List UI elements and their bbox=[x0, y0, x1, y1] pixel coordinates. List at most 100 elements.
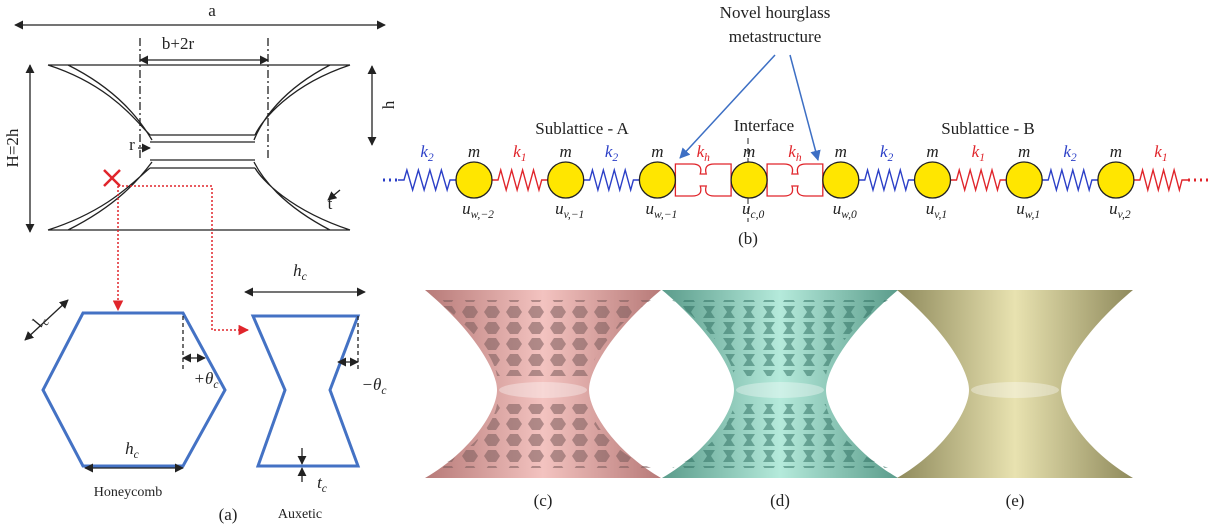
mass bbox=[456, 162, 492, 198]
callout-arrow bbox=[680, 55, 775, 158]
spring bbox=[584, 170, 640, 190]
subscript: 2 bbox=[612, 151, 618, 164]
spring-label: k2 bbox=[1063, 142, 1077, 164]
figure: ab+2rH=2hhrtlchc+θcHoneycombhc−θctcAuxet… bbox=[0, 0, 1219, 525]
subscript: w,0 bbox=[841, 208, 857, 221]
displacement-label: uv,−1 bbox=[555, 199, 584, 221]
subscript: w,−2 bbox=[471, 208, 495, 221]
cell-name: Auxetic bbox=[278, 507, 322, 522]
mass-label: m bbox=[468, 142, 480, 161]
spring bbox=[859, 170, 915, 190]
subscript: h bbox=[796, 151, 802, 164]
displacement-label: uw,−1 bbox=[646, 199, 678, 221]
panel-label: (a) bbox=[219, 505, 238, 524]
spring-label: k1 bbox=[1154, 142, 1167, 164]
render-neck bbox=[499, 382, 587, 398]
dim-label: r bbox=[129, 135, 135, 154]
dim-label: hc bbox=[125, 439, 139, 461]
spring-label: k1 bbox=[972, 142, 985, 164]
subscript: c,0 bbox=[750, 208, 764, 221]
displacement-label: uc,0 bbox=[742, 199, 765, 221]
symbol: u bbox=[833, 199, 842, 218]
subscript: h bbox=[704, 151, 710, 164]
panel-label: (e) bbox=[1006, 491, 1025, 510]
symbol: u bbox=[926, 199, 935, 218]
symbol: u bbox=[742, 199, 751, 218]
region-label: Sublattice - A bbox=[535, 119, 629, 138]
render-neck bbox=[736, 382, 824, 398]
symbol: −θ bbox=[362, 375, 382, 394]
subscript: 2 bbox=[428, 151, 434, 164]
subscript: c bbox=[322, 482, 327, 495]
render-pattern bbox=[672, 404, 888, 468]
spring bbox=[492, 170, 548, 190]
panel-label: (b) bbox=[738, 229, 758, 248]
cut-marker bbox=[104, 170, 120, 186]
link-arrow bbox=[118, 186, 248, 330]
symbol: u bbox=[646, 199, 655, 218]
subscript: 1 bbox=[521, 151, 527, 164]
symbol: u bbox=[555, 199, 564, 218]
dim-label: −θc bbox=[362, 375, 387, 397]
symbol: h bbox=[293, 261, 302, 280]
dim-label: b+2r bbox=[162, 34, 195, 53]
dim-label: t bbox=[328, 194, 333, 213]
spring-label: k2 bbox=[605, 142, 619, 164]
displacement-label: uw,0 bbox=[833, 199, 857, 221]
spring-label: k2 bbox=[880, 142, 894, 164]
dim-label: H=2h bbox=[3, 128, 22, 167]
panel-a-drawing bbox=[15, 25, 385, 482]
callout-text: metastructure bbox=[729, 27, 822, 46]
mass bbox=[823, 162, 859, 198]
render-neck bbox=[971, 382, 1059, 398]
mass bbox=[731, 162, 767, 198]
subscript: v,1 bbox=[934, 208, 947, 221]
subscript: c bbox=[134, 448, 139, 461]
spring-label: kh bbox=[788, 142, 802, 164]
renders bbox=[425, 290, 1133, 478]
subscript: w,−1 bbox=[654, 208, 677, 221]
spring-label: kh bbox=[697, 142, 711, 164]
mass-label: m bbox=[835, 142, 847, 161]
mass bbox=[915, 162, 951, 198]
subscript: 1 bbox=[979, 151, 985, 164]
spring bbox=[398, 170, 456, 190]
symbol: h bbox=[125, 439, 134, 458]
symbol: u bbox=[1109, 199, 1118, 218]
mass-label: m bbox=[1110, 142, 1122, 161]
subscript: w,1 bbox=[1025, 208, 1041, 221]
render-pattern bbox=[672, 300, 888, 376]
region-label: Interface bbox=[734, 116, 794, 135]
cell-name: Honeycomb bbox=[94, 485, 162, 500]
subscript: c bbox=[381, 384, 386, 397]
mass-label: m bbox=[926, 142, 938, 161]
symbol: +θ bbox=[194, 369, 214, 388]
render-pattern bbox=[435, 300, 651, 376]
displacement-label: uv,2 bbox=[1109, 199, 1131, 221]
hourglass-spring bbox=[675, 164, 731, 196]
subscript: c bbox=[213, 378, 218, 391]
panel-label: (c) bbox=[534, 491, 553, 510]
mass bbox=[1006, 162, 1042, 198]
spring bbox=[951, 170, 1007, 190]
callout-text: Novel hourglass bbox=[720, 3, 831, 22]
spring-label: k2 bbox=[420, 142, 434, 164]
mass-label: m bbox=[1018, 142, 1030, 161]
subscript: 1 bbox=[1162, 151, 1168, 164]
dim-label: a bbox=[208, 1, 216, 20]
spring bbox=[1134, 170, 1188, 190]
displacement-label: uv,1 bbox=[926, 199, 947, 221]
displacement-label: uw,−2 bbox=[462, 199, 494, 221]
mass-label: m bbox=[651, 142, 663, 161]
subscript: v,−1 bbox=[564, 208, 585, 221]
panel-label: (d) bbox=[770, 491, 790, 510]
dim-label: lc bbox=[28, 312, 52, 331]
symbol: u bbox=[1016, 199, 1025, 218]
dim-label: h bbox=[379, 100, 398, 109]
subscript: 2 bbox=[1071, 151, 1077, 164]
dim-label: tc bbox=[317, 473, 327, 495]
region-label: Sublattice - B bbox=[941, 119, 1034, 138]
subscript: v,2 bbox=[1118, 208, 1131, 221]
subscript: 2 bbox=[888, 151, 894, 164]
mass bbox=[1098, 162, 1134, 198]
